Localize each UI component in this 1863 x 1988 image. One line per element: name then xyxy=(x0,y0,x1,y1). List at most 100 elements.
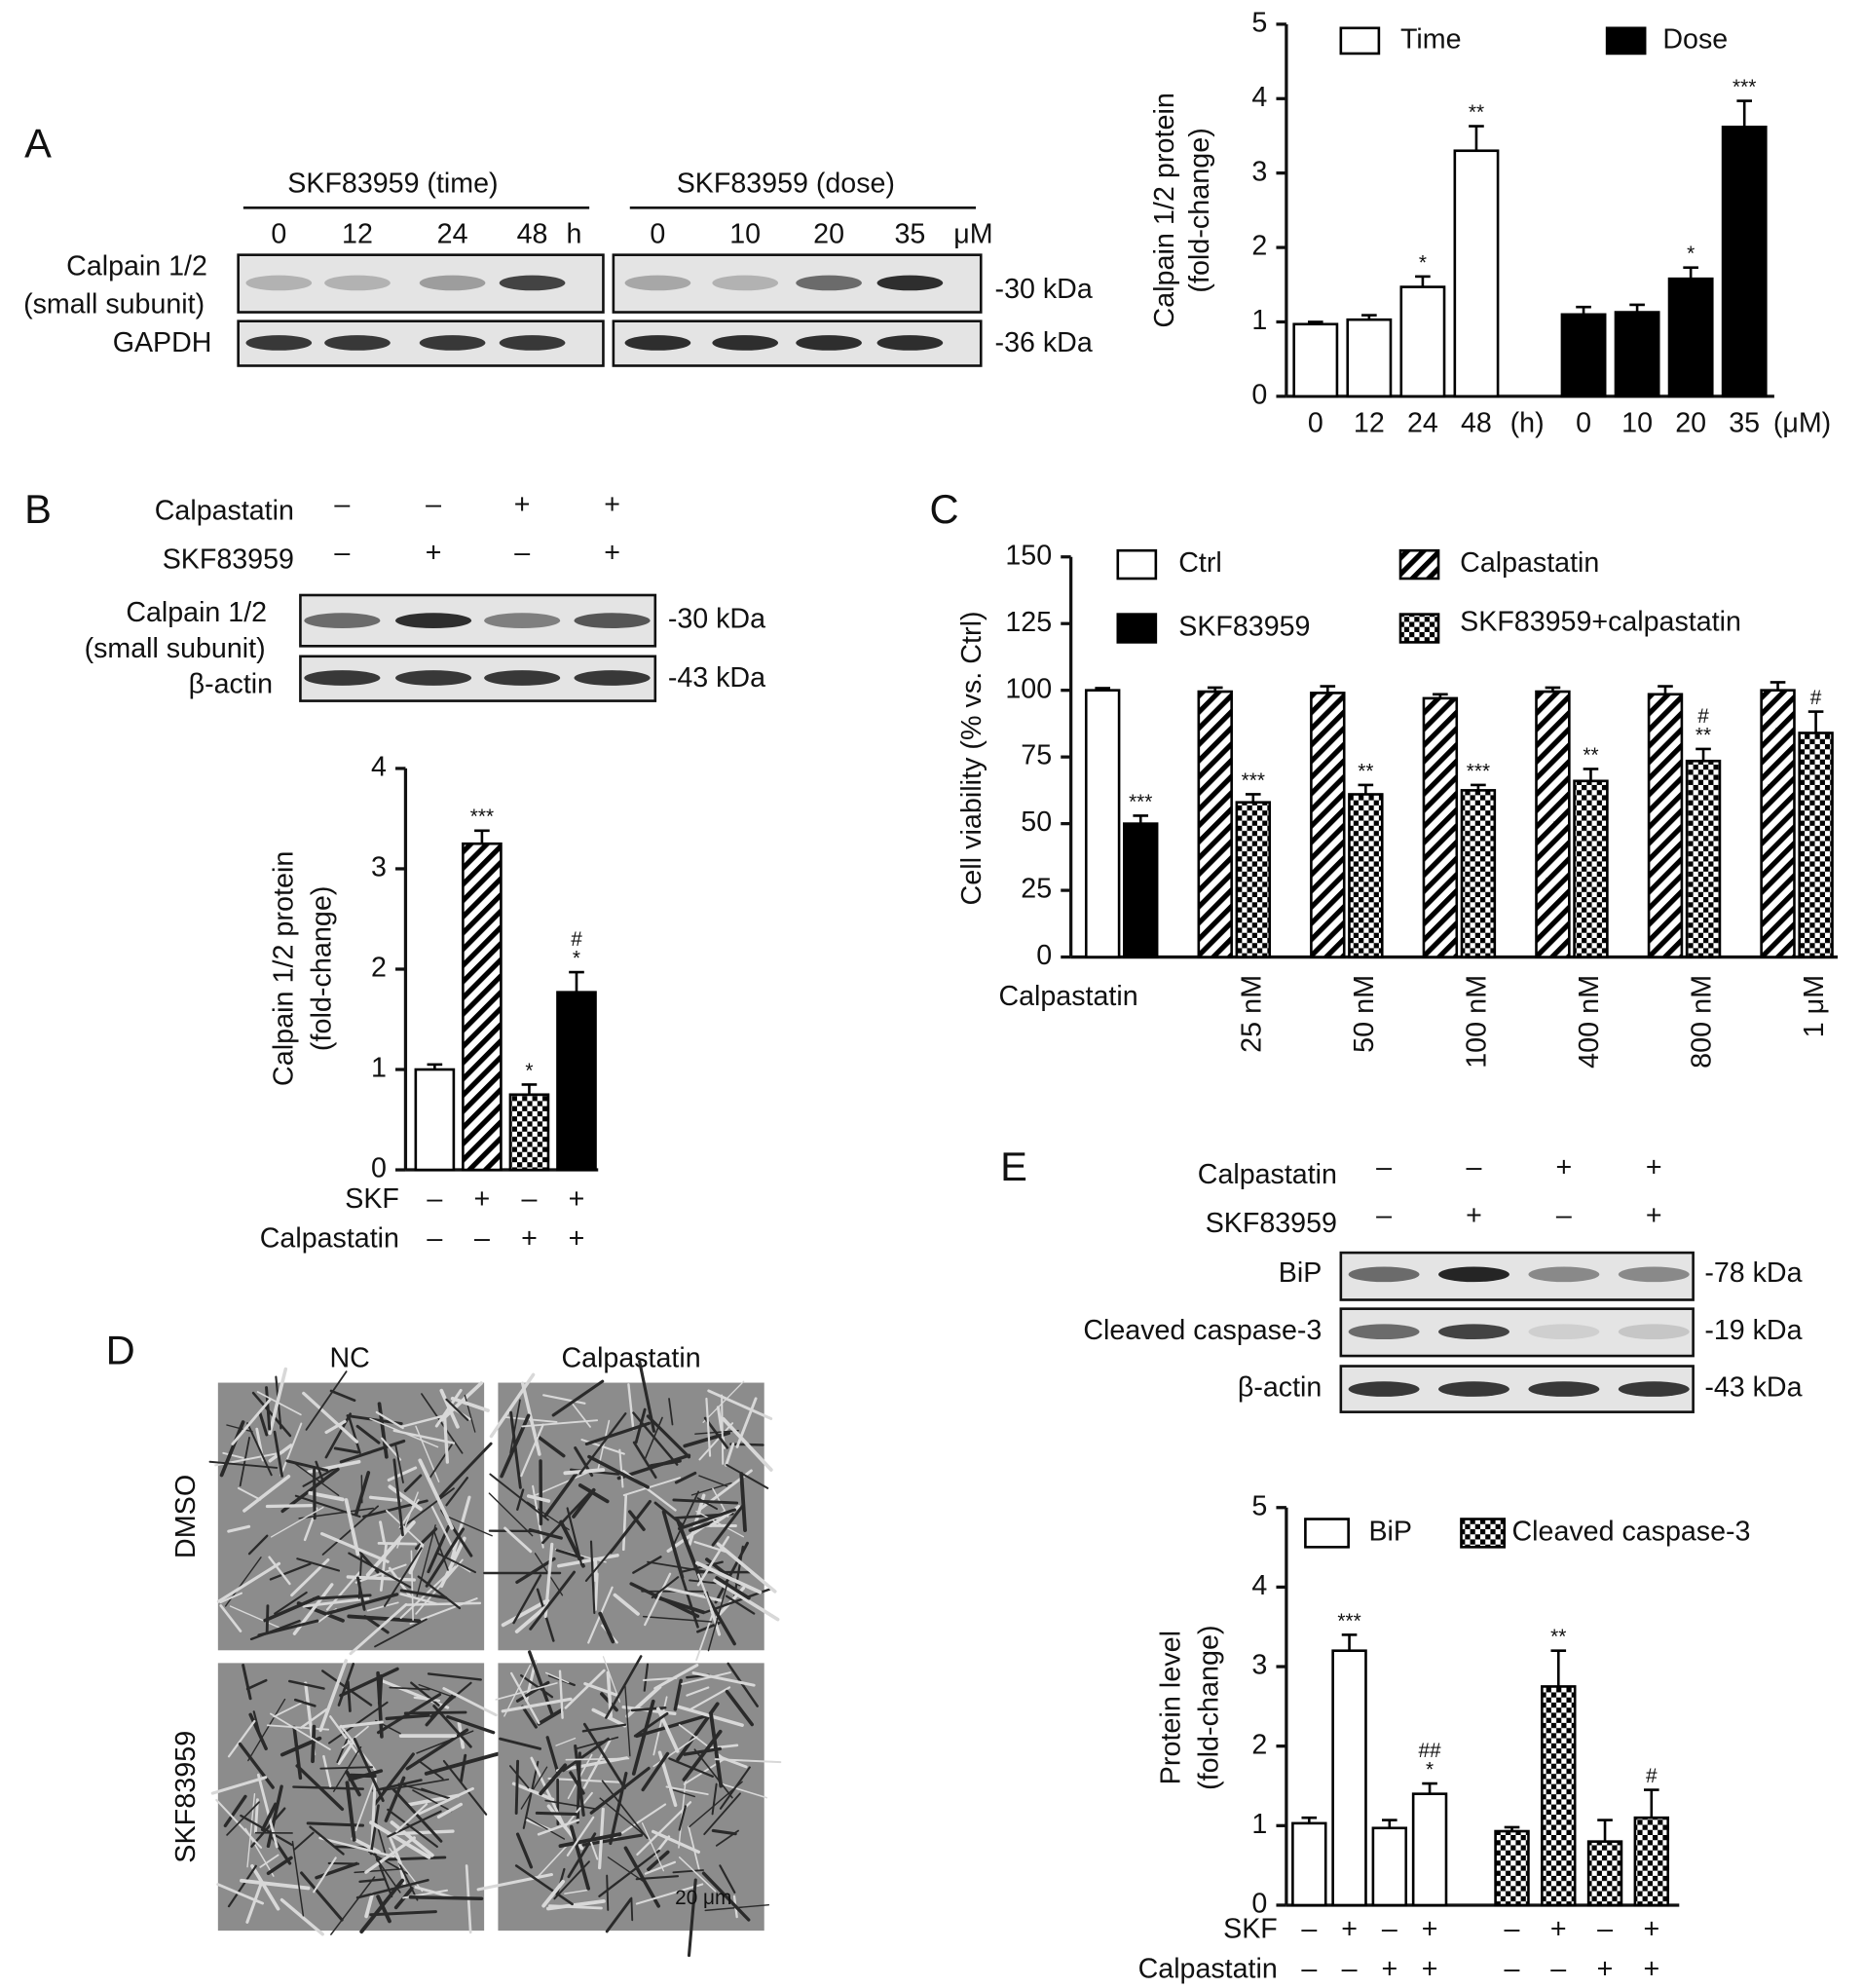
blot-row-label: BiP xyxy=(1279,1257,1323,1289)
bar xyxy=(1541,1685,1577,1907)
cell-streak xyxy=(566,1816,595,1857)
significance: *** xyxy=(1467,760,1490,782)
cell-streak xyxy=(563,1468,606,1476)
cell-streak xyxy=(642,1676,678,1682)
y-tick-label: 100 xyxy=(1005,673,1052,704)
cell-streak xyxy=(551,1379,605,1417)
treatment-label: SKF83959 xyxy=(163,544,294,575)
lane-label: 35 xyxy=(894,219,925,250)
y-tick-label: 125 xyxy=(1005,607,1052,638)
cell-streak xyxy=(641,1822,665,1872)
cell-streak xyxy=(719,1864,736,1894)
y-axis-label: Protein level xyxy=(1155,1631,1186,1784)
cell-streak xyxy=(250,1863,280,1911)
significance: * xyxy=(1426,1758,1434,1781)
cell-streak xyxy=(296,1557,341,1572)
treatment-label: Calpastatin xyxy=(1138,1953,1278,1984)
x-unit-label: (h) xyxy=(1510,407,1545,438)
cell-streak xyxy=(629,1582,700,1619)
cell-streak xyxy=(520,1423,544,1478)
cell-streak xyxy=(583,1682,620,1698)
cell-streak xyxy=(698,1475,728,1487)
cell-streak xyxy=(570,1402,591,1428)
legend-swatch xyxy=(1460,1518,1507,1549)
cell-streak xyxy=(488,1492,534,1537)
cell-streak xyxy=(689,1519,718,1532)
cell-streak xyxy=(266,1784,283,1849)
cell-streak xyxy=(514,1606,546,1633)
blot-band xyxy=(1438,1324,1509,1340)
kda-label: -19 kDa xyxy=(1704,1315,1802,1346)
cell-streak xyxy=(715,1829,739,1847)
cell-streak xyxy=(247,1534,269,1556)
blot-band xyxy=(484,613,561,629)
sign: + xyxy=(1597,1953,1614,1984)
cell-streak xyxy=(674,1704,744,1727)
cell-streak xyxy=(689,1686,731,1710)
blot-band xyxy=(876,275,944,291)
blot-band xyxy=(324,335,391,351)
cell-streak xyxy=(682,1729,723,1782)
significance: # xyxy=(571,928,582,951)
x-tick-label: 800 nM xyxy=(1687,975,1718,1069)
kda-label: -43 kDa xyxy=(668,662,765,694)
cell-streak xyxy=(642,1615,713,1623)
cell-streak xyxy=(333,1446,359,1454)
cell-streak xyxy=(631,1699,655,1776)
cell-streak xyxy=(345,1781,356,1842)
lane-label: 10 xyxy=(729,219,761,250)
column-label: Calpastatin xyxy=(562,1343,701,1374)
cell-streak xyxy=(415,1527,438,1551)
bar xyxy=(1291,1821,1327,1907)
cell-streak xyxy=(702,1380,745,1423)
cell-streak xyxy=(651,1576,680,1599)
cell-streak xyxy=(273,1430,284,1478)
cell-streak xyxy=(581,1723,627,1733)
cell-streak xyxy=(376,1670,384,1739)
cell-streak xyxy=(366,1601,399,1612)
cell-streak xyxy=(399,1593,438,1605)
bar xyxy=(1535,690,1571,958)
legend-label: Dose xyxy=(1662,23,1728,55)
cell-streak xyxy=(336,1738,349,1764)
cell-streak xyxy=(537,1707,564,1726)
bar xyxy=(1798,731,1834,958)
cell-streak xyxy=(222,1451,244,1459)
cell-streak xyxy=(543,1472,578,1518)
cell-streak xyxy=(563,1791,593,1829)
cell-streak xyxy=(557,1554,619,1568)
cell-streak xyxy=(635,1712,712,1739)
sign: – xyxy=(514,538,530,569)
blot-band xyxy=(1348,1381,1420,1397)
blot-row-label: GAPDH xyxy=(113,327,212,358)
bar xyxy=(1586,1840,1623,1907)
y-tick-label: 0 xyxy=(1251,379,1267,410)
cell-streak xyxy=(321,1669,373,1707)
significance: * xyxy=(1687,243,1695,265)
sign: + xyxy=(1341,1914,1358,1945)
cell-streak xyxy=(240,1878,311,1891)
sign: – xyxy=(1301,1953,1317,1984)
cell-streak xyxy=(655,1707,680,1753)
cell-streak xyxy=(388,1484,423,1512)
cell-streak xyxy=(516,1488,525,1511)
cell-streak xyxy=(578,1483,610,1504)
cell-streak xyxy=(293,1831,315,1851)
cell-streak xyxy=(341,1725,369,1749)
cell-streak xyxy=(270,1506,324,1538)
blot-row-label: β-actin xyxy=(189,668,273,699)
cell-streak xyxy=(653,1501,685,1527)
cell-streak xyxy=(591,1707,627,1728)
cell-streak xyxy=(219,1604,242,1632)
significance: ** xyxy=(1583,744,1598,767)
sign: + xyxy=(1643,1914,1659,1945)
blot-row-label: (small subunit) xyxy=(85,633,266,664)
y-tick-label: 2 xyxy=(1251,231,1267,262)
y-tick-label: 4 xyxy=(1251,1570,1267,1601)
cell-streak xyxy=(399,1413,449,1429)
cell-streak xyxy=(313,1857,337,1894)
cell-streak xyxy=(711,1504,744,1547)
sign: – xyxy=(1376,1151,1392,1182)
legend-swatch xyxy=(1116,548,1158,581)
cell-streak xyxy=(674,1471,697,1484)
